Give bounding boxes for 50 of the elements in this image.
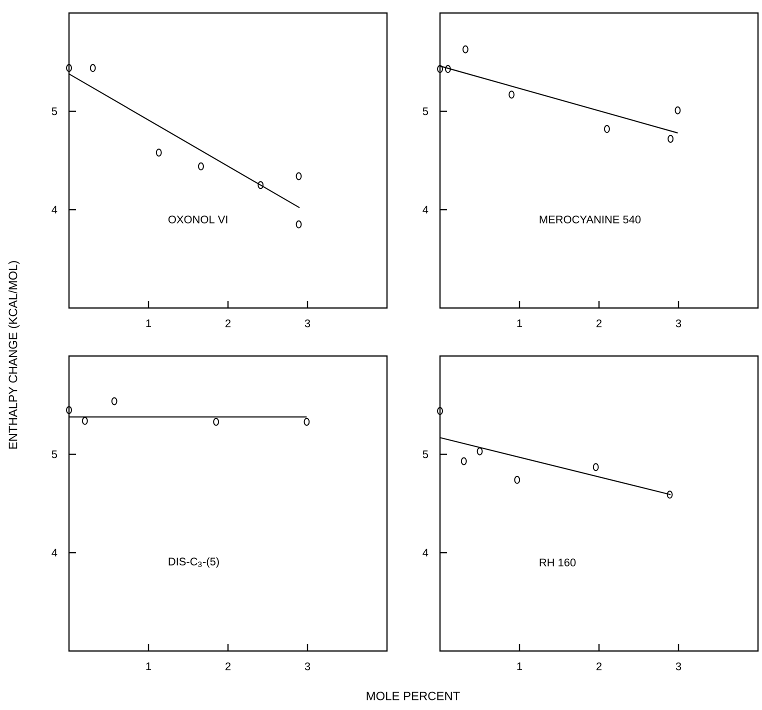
point	[445, 65, 451, 74]
y-tick-label: 4	[52, 548, 58, 556]
point	[476, 447, 483, 456]
x-tick-label: 1	[146, 662, 152, 670]
annotation: RH 160	[540, 558, 576, 566]
y-tick-label: 5	[422, 108, 428, 116]
y-tick-label: 4	[52, 206, 58, 214]
x-tick-label: 2	[596, 662, 602, 670]
annotation: OXONOL VI	[168, 216, 228, 224]
point	[460, 457, 467, 466]
point	[437, 65, 443, 74]
point	[462, 45, 468, 54]
point	[90, 64, 96, 72]
x-tick-label: 1	[517, 662, 522, 670]
x-tick-label: 3	[676, 320, 682, 328]
y-tick-label: 5	[52, 108, 58, 116]
point	[213, 418, 220, 426]
point	[82, 416, 88, 425]
x-tick-label: 1	[146, 320, 152, 328]
point	[156, 148, 162, 157]
y-tick-label: 4	[422, 548, 428, 556]
point	[111, 397, 118, 406]
y-axis-title: ENTHALPY CHANGE (KCAL/MOL)	[8, 261, 20, 449]
point	[668, 134, 674, 143]
point	[296, 220, 302, 228]
point	[592, 463, 599, 472]
x-tick-label: 2	[226, 662, 231, 670]
point	[437, 407, 443, 416]
x-axis-title: MOLE PERCENT	[366, 692, 460, 700]
x-tick-label: 3	[304, 662, 310, 670]
x-tick-label: 1	[517, 320, 522, 328]
x-tick-label: 2	[226, 320, 231, 328]
point	[304, 418, 310, 426]
point	[66, 64, 72, 72]
y-tick-label: 4	[422, 206, 428, 214]
point	[258, 181, 264, 190]
x-tick-label: 3	[676, 662, 682, 670]
y-tick-label: 5	[52, 450, 58, 458]
point	[296, 172, 302, 180]
point	[66, 406, 72, 414]
x-tick-label: 3	[304, 320, 310, 328]
point	[198, 162, 204, 170]
annotation: DIS-C$_{3}$-(5)	[168, 557, 219, 568]
point	[508, 90, 515, 99]
point	[514, 476, 520, 484]
point	[674, 106, 681, 114]
annotation: MEROCYANINE 540	[540, 216, 641, 224]
point	[604, 125, 610, 134]
x-tick-label: 2	[596, 320, 602, 328]
y-tick-label: 5	[422, 450, 428, 458]
